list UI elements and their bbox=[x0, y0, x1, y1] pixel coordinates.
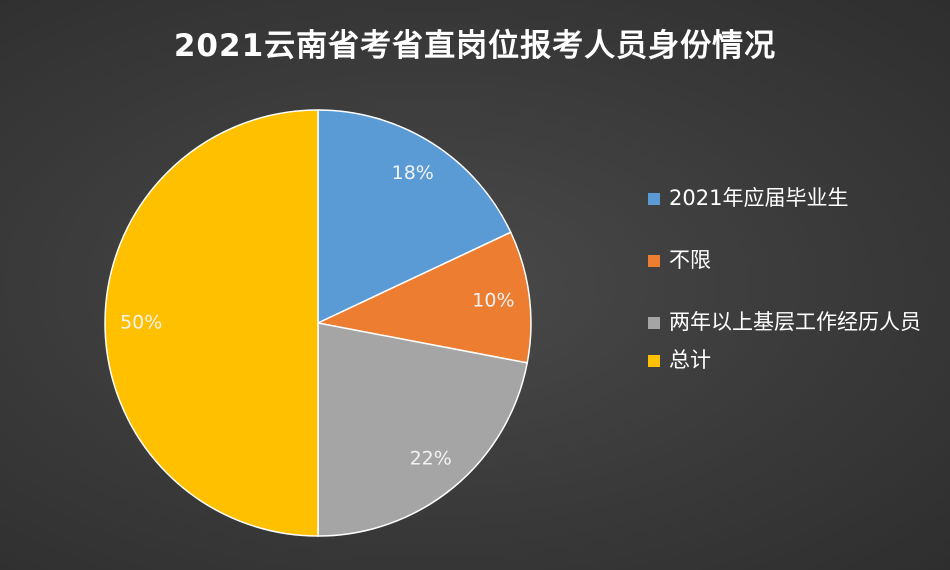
legend-item: 总计 bbox=[648, 348, 938, 372]
legend: 2021年应届毕业生 不限两年以上基层工作经历人员 总计 bbox=[648, 186, 938, 410]
slice-label: 22% bbox=[410, 448, 452, 470]
pie-slice bbox=[317, 109, 512, 325]
legend-item: 不限 bbox=[648, 248, 938, 272]
legend-label: 总计 bbox=[669, 348, 711, 372]
slice-label: 50% bbox=[120, 312, 162, 334]
legend-swatch bbox=[648, 317, 660, 329]
legend-label: 两年以上基层工作经历人员 bbox=[669, 310, 921, 334]
pie: 18% 10% 22% 50% bbox=[104, 109, 532, 537]
pie-slice bbox=[317, 322, 529, 537]
legend-item: 两年以上基层工作经历人员 bbox=[648, 310, 938, 334]
legend-swatch bbox=[648, 193, 660, 205]
pie-slice bbox=[104, 109, 319, 537]
pie-slice bbox=[315, 231, 532, 364]
slice-label: 18% bbox=[392, 162, 434, 184]
legend-swatch bbox=[648, 355, 660, 367]
legend-label: 不限 bbox=[669, 248, 711, 272]
slice-label: 10% bbox=[472, 289, 514, 311]
legend-swatch bbox=[648, 255, 660, 267]
chart-title: 2021云南省考省直岗位报考人员身份情况 bbox=[174, 28, 776, 64]
legend-label: 2021年应届毕业生 bbox=[669, 186, 849, 210]
legend-item: 2021年应届毕业生 bbox=[648, 186, 938, 210]
